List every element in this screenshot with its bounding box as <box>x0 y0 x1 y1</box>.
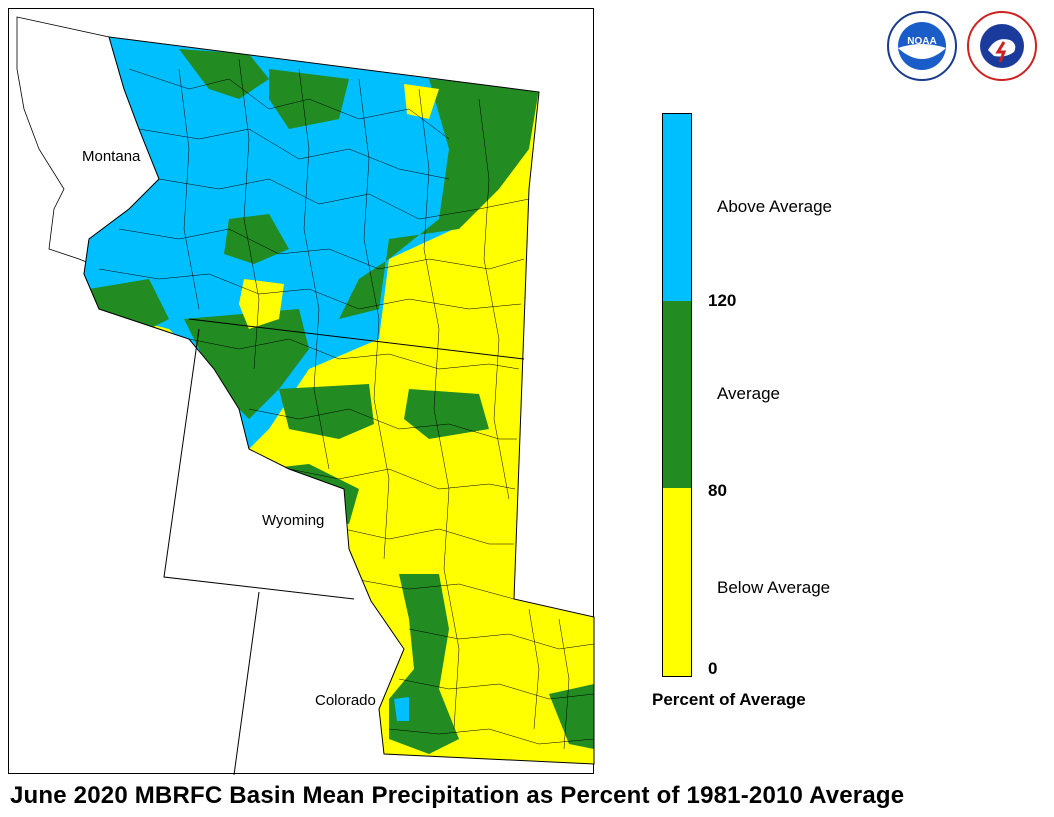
legend-label-average: Average <box>717 384 781 403</box>
noaa-logo: NOAA <box>886 10 958 82</box>
state-label-montana: Montana <box>82 148 141 165</box>
noaa-logo-text: NOAA <box>907 36 936 47</box>
basin-map <box>16 16 595 775</box>
average-zone-central <box>224 214 289 264</box>
legend-label-above: Above Average <box>717 197 832 216</box>
average-zone-wy-mid <box>279 384 374 439</box>
basin-boundaries <box>98 58 594 750</box>
page-title: June 2020 MBRFC Basin Mean Precipitation… <box>10 782 905 809</box>
mt-wy-border <box>188 318 525 360</box>
legend-label-below: Below Average <box>717 578 831 597</box>
average-zone-co-east <box>549 684 594 749</box>
legend-tick-0: 0 <box>708 659 718 678</box>
below-average-pocket-north <box>404 84 439 119</box>
legend-tick-120: 120 <box>708 291 737 310</box>
legend-colorbar <box>662 113 692 677</box>
legend-tick-80: 80 <box>708 481 727 500</box>
map-panel: Montana Wyoming Colorado <box>8 8 595 775</box>
average-zone-north <box>179 49 269 99</box>
state-label-colorado: Colorado <box>315 692 376 709</box>
legend-swatch-below <box>663 488 691 676</box>
co-west-border <box>233 591 260 775</box>
average-zone-wy-north <box>184 309 309 419</box>
basin-outline <box>83 36 595 765</box>
legend-swatch-average <box>663 301 691 488</box>
average-zone-ne <box>339 79 539 319</box>
nws-logo <box>966 10 1038 82</box>
above-average-pocket-co <box>394 697 409 721</box>
state-boundaries <box>163 318 525 775</box>
state-label-wyoming: Wyoming <box>262 512 325 529</box>
legend-caption: Percent of Average <box>652 690 806 709</box>
below-average-pocket <box>239 279 284 329</box>
legend-swatch-above <box>663 114 691 301</box>
wy-west-south-border <box>163 328 355 600</box>
